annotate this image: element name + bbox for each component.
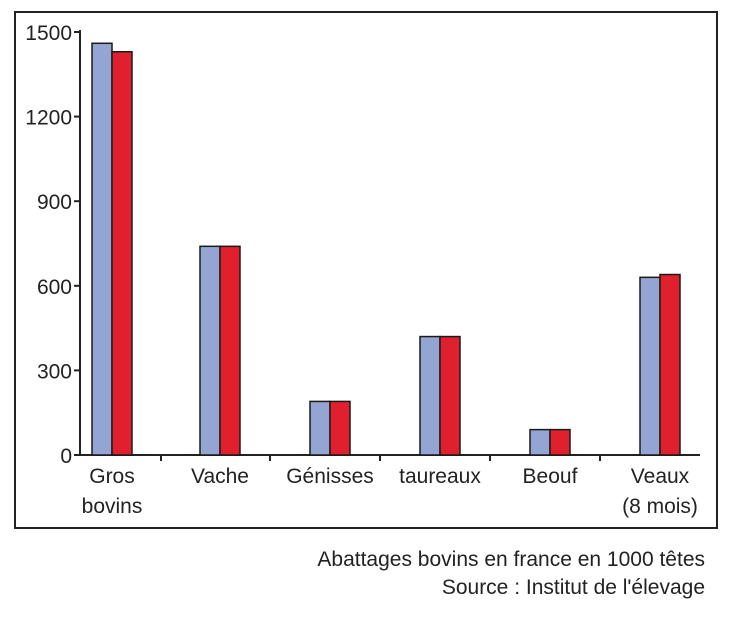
x-tick-label: Gros <box>89 465 135 488</box>
bar <box>659 273 681 456</box>
y-tick-label: 900 <box>37 191 72 214</box>
y-tick-label: 0 <box>60 445 72 468</box>
bar <box>419 335 441 456</box>
bar <box>91 42 113 456</box>
x-tick-label: Veaux <box>631 465 690 488</box>
bar <box>639 276 661 456</box>
bar <box>329 400 351 456</box>
bar <box>199 245 221 456</box>
chart-plot-area: 0 300 600 900 1200 1500 Gros bovins Vache Génisse… <box>25 22 700 518</box>
y-tick-label: 1200 <box>25 107 72 130</box>
bar <box>111 50 133 456</box>
bar <box>529 428 551 456</box>
x-tick-label: taureaux <box>399 465 481 488</box>
bar <box>219 245 241 456</box>
x-tick-label: bovins <box>82 495 143 518</box>
chart-frame <box>14 11 718 529</box>
x-tick-label: Génisses <box>286 465 374 488</box>
y-tick-label: 600 <box>37 276 72 299</box>
bar <box>549 428 571 456</box>
bar-chart: 0 300 600 900 1200 1500 Gros bovins Vache Génisse… <box>14 11 718 529</box>
x-tick-label: Vache <box>191 465 249 488</box>
x-tick-label: Beouf <box>523 465 578 488</box>
chart-source-line: Source : Institut de l'élevage <box>441 576 705 599</box>
bar <box>309 400 331 456</box>
bar <box>439 335 461 456</box>
y-tick-label: 300 <box>37 360 72 383</box>
chart-caption-line-1: Abattages bovins en france en 1000 têtes <box>317 548 705 571</box>
x-tick-label: (8 mois) <box>622 495 698 518</box>
y-tick-label: 1500 <box>25 22 72 45</box>
